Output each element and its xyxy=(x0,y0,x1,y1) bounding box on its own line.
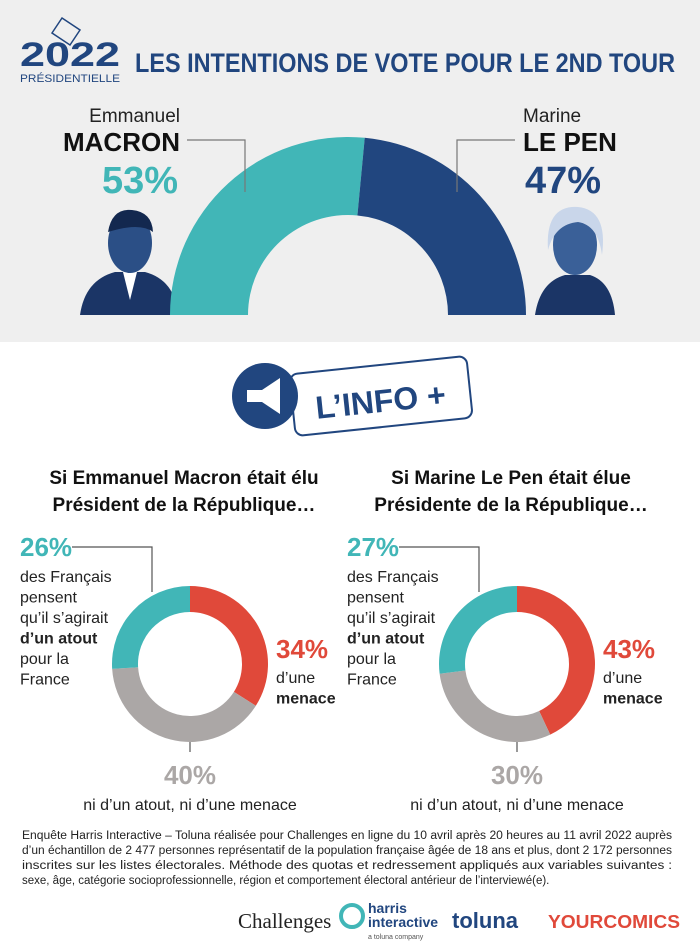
connector xyxy=(456,139,515,192)
footnote-line: inscrites sur les listes électorales. Mé… xyxy=(22,860,672,872)
category-label: menace xyxy=(603,691,663,708)
category-label: d’une xyxy=(603,670,642,687)
candidate-name: LE PEN xyxy=(523,127,617,157)
logo-harris-sub: a toluna company xyxy=(368,934,424,941)
opinion-segment xyxy=(439,670,551,742)
category-label: pensent xyxy=(20,590,77,607)
info-badge: L’INFO + xyxy=(232,355,473,437)
category-label: pensent xyxy=(347,590,404,607)
value-label: 40% xyxy=(164,760,216,790)
ballot-icon xyxy=(50,16,82,47)
connector xyxy=(187,139,246,192)
logo-yourcomics: YOURCOMICS xyxy=(548,912,680,932)
portrait-macron xyxy=(80,209,178,315)
category-label: ni d’un atout, ni d’une menace xyxy=(83,797,297,814)
category-label: pour la xyxy=(347,651,396,668)
candidate-name: MACRON xyxy=(63,127,180,157)
opinion-segment xyxy=(190,586,269,706)
logo: 2022 PRÉSIDENTIELLE xyxy=(20,16,120,85)
opinion-segment xyxy=(112,586,190,669)
logo-label: PRÉSIDENTIELLE xyxy=(20,72,120,85)
opinion-segment xyxy=(438,586,517,674)
portrait-lepen xyxy=(535,206,615,315)
logo-harris: harris xyxy=(368,900,407,916)
category-label: d’une xyxy=(276,670,315,687)
panel-title: Présidente de la République… xyxy=(374,495,647,516)
logo-toluna: toluna xyxy=(452,908,519,933)
vote-segment xyxy=(357,137,526,315)
category-label: d’un atout xyxy=(347,631,425,648)
category-label: France xyxy=(20,672,70,689)
vote-share: 53% xyxy=(102,160,178,202)
category-label: qu’il s’agirait xyxy=(347,610,436,627)
logo-challenges: Challenges xyxy=(238,909,331,933)
panel-title: Président de la République… xyxy=(53,495,316,516)
panel-title: Si Emmanuel Macron était élu xyxy=(49,468,318,489)
category-label: pour la xyxy=(20,651,69,668)
opinion-segment xyxy=(517,586,596,735)
value-label: 30% xyxy=(491,760,543,790)
footnote-line: sexe, âge, catégorie socioprofessionnell… xyxy=(22,875,549,887)
main-title: LES INTENTIONS DE VOTE POUR LE 2ND TOUR xyxy=(135,48,675,78)
logo-harris: interactive xyxy=(368,914,438,930)
category-label: des Français xyxy=(347,569,439,586)
footnote: Enquête Harris Interactive – Toluna réal… xyxy=(22,830,672,887)
value-label: 26% xyxy=(20,532,72,562)
connector xyxy=(399,546,480,592)
connector xyxy=(72,546,153,592)
footnote-line: d’un échantillon de 2 477 personnes repr… xyxy=(22,845,672,857)
candidate-first-name: Emmanuel xyxy=(89,106,180,127)
category-label: d’un atout xyxy=(20,631,98,648)
value-label: 27% xyxy=(347,532,399,562)
opinion-segment xyxy=(112,667,256,743)
logo-harris-icon xyxy=(339,903,365,929)
value-label: 34% xyxy=(276,634,328,664)
category-label: France xyxy=(347,672,397,689)
category-label: menace xyxy=(276,691,336,708)
footnote-line: Enquête Harris Interactive – Toluna réal… xyxy=(22,830,672,842)
value-label: 43% xyxy=(603,634,655,664)
candidate-first-name: Marine xyxy=(523,106,581,127)
megaphone xyxy=(247,378,280,414)
vote-segment xyxy=(170,136,365,315)
category-label: ni d’un atout, ni d’une menace xyxy=(410,797,624,814)
logo-year: 2022 xyxy=(20,36,120,74)
panel-title: Si Marine Le Pen était élue xyxy=(391,468,631,489)
category-label: qu’il s’agirait xyxy=(20,610,109,627)
category-label: des Français xyxy=(20,569,112,586)
vote-share: 47% xyxy=(525,160,601,202)
